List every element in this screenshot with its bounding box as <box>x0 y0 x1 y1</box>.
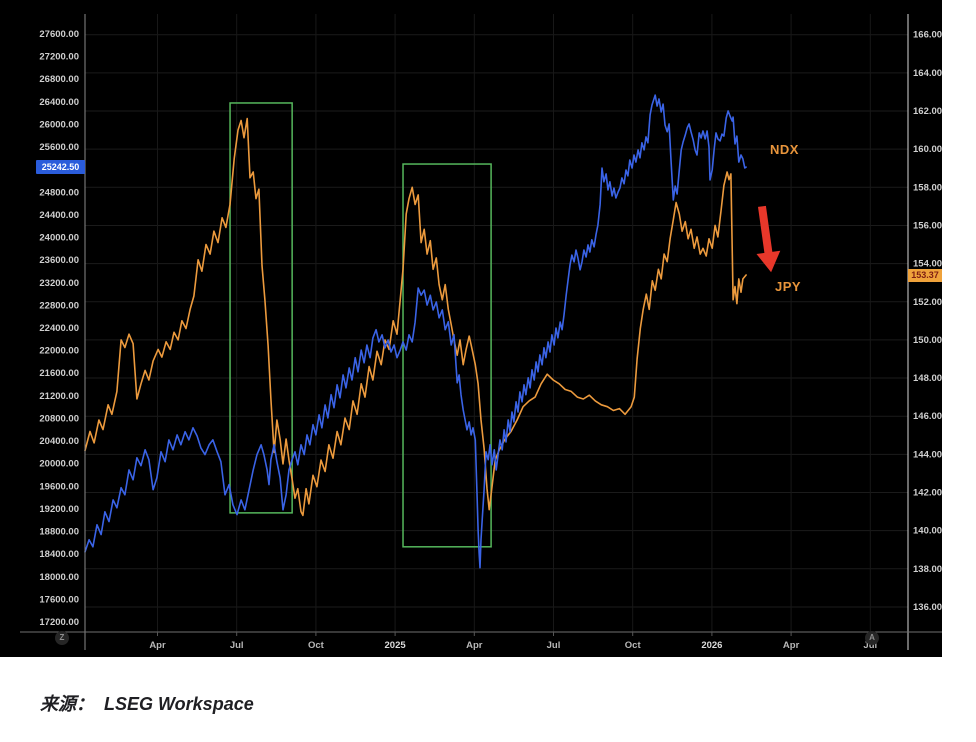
left-axis-tick: 20800.00 <box>39 413 79 424</box>
left-axis-tick: 24400.00 <box>39 210 79 221</box>
x-axis-tick: Jul <box>863 640 877 651</box>
left-axis-tick: 25600.00 <box>39 142 79 153</box>
left-axis-tick: 24000.00 <box>39 233 79 244</box>
x-axis-tick: Jul <box>230 640 244 651</box>
right-axis-tick: 148.00 <box>913 373 942 384</box>
right-axis-tick: 164.00 <box>913 68 942 79</box>
left-axis-tick: 23200.00 <box>39 278 79 289</box>
left-axis-tick: 22000.00 <box>39 346 79 357</box>
left-axis-tick: 18400.00 <box>39 549 79 560</box>
jpy-series-line <box>84 117 747 517</box>
right-axis-tick: 146.00 <box>913 411 942 422</box>
left-axis-tick: 22800.00 <box>39 300 79 311</box>
right-axis-tick: 158.00 <box>913 182 942 193</box>
left-axis-tick: 23600.00 <box>39 255 79 266</box>
jpy-series-label: JPY <box>775 279 802 294</box>
right-axis-tick: 138.00 <box>913 564 942 575</box>
highlight-box-1 <box>229 102 293 514</box>
left-axis-tick: 21600.00 <box>39 368 79 379</box>
left-axis-tick: 22400.00 <box>39 323 79 334</box>
left-axis-tick: 20400.00 <box>39 436 79 447</box>
x-axis-tick: Oct <box>625 640 642 651</box>
right-axis-tick: 144.00 <box>913 449 942 460</box>
x-axis-tick: Apr <box>466 640 483 651</box>
left-axis-tick: 19600.00 <box>39 481 79 492</box>
left-axis-tick: 27200.00 <box>39 52 79 63</box>
ndx-last-price-badge: 25242.50 <box>36 160 85 174</box>
chart-canvas: 27600.00 27200.00 26800.00 26400.00 26000.00… <box>0 0 942 657</box>
jpy-last-price-badge: 153.37 <box>908 269 942 282</box>
left-axis-tick: 19200.00 <box>39 504 79 515</box>
x-axis-tick: 2025 <box>385 640 407 651</box>
left-axis-tick: 18800.00 <box>39 527 79 538</box>
left-axis-tick: 26400.00 <box>39 97 79 108</box>
left-axis-tick: 24800.00 <box>39 187 79 198</box>
x-axis-tick: Oct <box>308 640 325 651</box>
left-axis-tick: 18000.00 <box>39 572 79 583</box>
left-axis-tick: 21200.00 <box>39 391 79 402</box>
right-axis-tick: 142.00 <box>913 488 942 499</box>
x-axis-tick: Apr <box>149 640 166 651</box>
x-axis-tick: Jul <box>547 640 561 651</box>
right-axis-tick: 154.00 <box>913 259 942 270</box>
right-axis-tick: 152.00 <box>913 297 942 308</box>
right-axis-tick: 156.00 <box>913 220 942 231</box>
source-caption: 来源： LSEG Workspace <box>40 690 254 716</box>
left-axis-tick: 26000.00 <box>39 119 79 130</box>
left-axis-tick: 26800.00 <box>39 74 79 85</box>
ndx-series-label: NDX <box>770 142 799 157</box>
right-axis-tick: 162.00 <box>913 106 942 117</box>
down-arrow-head <box>756 250 781 273</box>
left-axis-tick: 20000.00 <box>39 459 79 470</box>
right-axis-tick: 150.00 <box>913 335 942 346</box>
right-axis-tick: 160.00 <box>913 144 942 155</box>
price-chart-plot: 27600.00 27200.00 26800.00 26400.00 26000.00… <box>20 14 942 651</box>
down-arrow-shaft <box>757 205 773 257</box>
x-axis-tick: 2026 <box>701 640 722 651</box>
left-axis-tick: 17200.00 <box>39 617 79 628</box>
source-value: LSEG Workspace <box>104 694 254 714</box>
x-axis-tick: Apr <box>783 640 800 651</box>
left-axis-tick: 17600.00 <box>39 594 79 605</box>
auto-scale-button[interactable]: A <box>865 631 879 645</box>
highlight-box-2 <box>402 163 492 548</box>
ndx-series-line <box>84 94 747 569</box>
source-prefix: 来源： <box>40 694 94 714</box>
right-axis-tick: 166.00 <box>913 30 942 41</box>
right-axis-tick: 136.00 <box>913 602 942 613</box>
zoom-button[interactable]: Z <box>55 631 69 645</box>
right-axis-tick: 140.00 <box>913 526 942 537</box>
left-axis-tick: 27600.00 <box>39 29 79 40</box>
